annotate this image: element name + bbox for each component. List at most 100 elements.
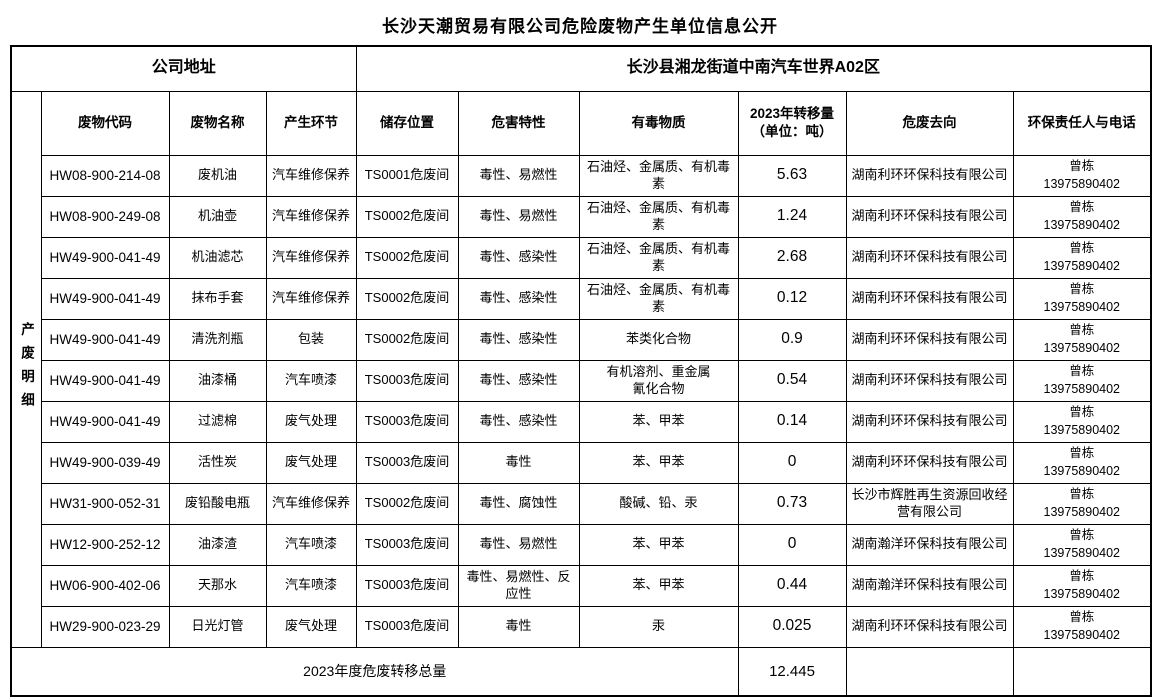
- col-header-stage: 产生环节: [265, 90, 357, 156]
- cell-destination: 湖南利环环保科技有限公司: [845, 195, 1014, 238]
- contact-phone: 13975890402: [1043, 545, 1121, 560]
- cell-waste-name: 机油滤芯: [168, 236, 267, 279]
- cell-waste-name: 过滤棉: [168, 400, 267, 443]
- cell-storage: TS0002危废间: [355, 195, 459, 238]
- cell-storage: TS0003危废间: [355, 359, 459, 402]
- cell-destination: 湖南利环环保科技有限公司: [845, 400, 1014, 443]
- cell-storage: TS0003危废间: [355, 564, 459, 607]
- cell-toxic: 苯、甲苯: [578, 564, 739, 607]
- cell-toxic: 苯、甲苯: [578, 523, 739, 566]
- cell-toxic: 汞: [578, 605, 739, 648]
- contact-name: 曾栋: [1069, 405, 1095, 419]
- cell-stage: 废气处理: [265, 441, 357, 484]
- contact-name: 曾栋: [1069, 241, 1095, 255]
- table-row: HW06-900-402-06 天那水 汽车喷漆 TS0003危废间 毒性、易燃…: [11, 564, 1152, 607]
- cell-hazard: 毒性: [457, 605, 580, 648]
- cell-toxic: 苯、甲苯: [578, 441, 739, 484]
- table-header-row: 产废明细 废物代码 废物名称 产生环节 储存位置 危害特性 有毒物质 2023年…: [10, 90, 1152, 648]
- cell-amount: 0.54: [737, 359, 847, 402]
- cell-amount: 5.63: [737, 154, 847, 197]
- contact-phone: 13975890402: [1043, 422, 1121, 437]
- cell-hazard: 毒性、易燃性: [457, 523, 580, 566]
- cell-waste-code: HW49-900-039-49: [40, 441, 170, 484]
- contact-phone: 13975890402: [1043, 299, 1121, 314]
- cell-contact: 曾栋 13975890402: [1012, 154, 1152, 197]
- cell-waste-code: HW49-900-041-49: [40, 400, 170, 443]
- cell-waste-name: 天那水: [168, 564, 267, 607]
- cell-amount: 0.9: [737, 318, 847, 361]
- cell-hazard: 毒性、感染性: [457, 359, 580, 402]
- cell-stage: 汽车喷漆: [265, 564, 357, 607]
- cell-destination: 湖南利环环保科技有限公司: [845, 605, 1014, 648]
- cell-contact: 曾栋 13975890402: [1012, 482, 1152, 525]
- cell-hazard: 毒性、感染性: [457, 318, 580, 361]
- cell-hazard: 毒性、易燃性: [457, 195, 580, 238]
- col-header-destination: 危废去向: [845, 90, 1014, 156]
- cell-amount: 0.12: [737, 277, 847, 320]
- company-address-label: 公司地址: [10, 45, 357, 92]
- cell-contact: 曾栋 13975890402: [1012, 195, 1152, 238]
- company-address-value: 长沙县湘龙街道中南汽车世界A02区: [355, 45, 1152, 92]
- cell-hazard: 毒性: [457, 441, 580, 484]
- cell-amount: 0.44: [737, 564, 847, 607]
- cell-destination: 湖南瀚洋环保科技有限公司: [845, 523, 1014, 566]
- table-row: HW08-900-249-08 机油壶 汽车维修保养 TS0002危废间 毒性、…: [11, 195, 1152, 238]
- cell-destination: 长沙市辉胜再生资源回收经营有限公司: [845, 482, 1014, 525]
- cell-contact: 曾栋 13975890402: [1012, 318, 1152, 361]
- cell-storage: TS0003危废间: [355, 605, 459, 648]
- cell-waste-code: HW49-900-041-49: [40, 359, 170, 402]
- contact-phone: 13975890402: [1043, 381, 1121, 396]
- cell-storage: TS0002危废间: [355, 277, 459, 320]
- page-title: 长沙天潮贸易有限公司危险废物产生单位信息公开: [382, 17, 778, 36]
- cell-waste-code: HW08-900-249-08: [40, 195, 170, 238]
- cell-contact: 曾栋 13975890402: [1012, 523, 1152, 566]
- table-row: HW29-900-023-29 日光灯管 废气处理 TS0003危废间 毒性 汞…: [11, 605, 1152, 648]
- col-header-contact: 环保责任人与电话: [1012, 90, 1152, 156]
- section-label-vertical: 产废明细: [10, 90, 42, 648]
- cell-contact: 曾栋 13975890402: [1012, 400, 1152, 443]
- table-row: HW49-900-041-49 抹布手套 汽车维修保养 TS0002危废间 毒性…: [11, 277, 1152, 320]
- cell-amount: 0.14: [737, 400, 847, 443]
- total-destination-empty: [845, 646, 1014, 697]
- cell-hazard: 毒性、易燃性、反应性: [457, 564, 580, 607]
- cell-storage: TS0002危废间: [355, 236, 459, 279]
- cell-amount: 1.24: [737, 195, 847, 238]
- cell-contact: 曾栋 13975890402: [1012, 605, 1152, 648]
- cell-waste-code: HW06-900-402-06: [40, 564, 170, 607]
- cell-amount: 0: [737, 441, 847, 484]
- cell-waste-name: 清洗剂瓶: [168, 318, 267, 361]
- cell-destination: 湖南利环环保科技有限公司: [845, 441, 1014, 484]
- cell-toxic: 石油烃、金属质、有机毒素: [578, 277, 739, 320]
- cell-hazard: 毒性、易燃性: [457, 154, 580, 197]
- contact-phone: 13975890402: [1043, 340, 1121, 355]
- cell-waste-name: 废铅酸电瓶: [168, 482, 267, 525]
- cell-waste-name: 日光灯管: [168, 605, 267, 648]
- contact-phone: 13975890402: [1043, 463, 1121, 478]
- cell-hazard: 毒性、感染性: [457, 400, 580, 443]
- cell-hazard: 毒性、感染性: [457, 236, 580, 279]
- contact-name: 曾栋: [1069, 159, 1095, 173]
- total-contact-empty: [1012, 646, 1152, 697]
- contact-phone: 13975890402: [1043, 627, 1121, 642]
- contact-name: 曾栋: [1069, 569, 1095, 583]
- col-header-storage: 储存位置: [355, 90, 459, 156]
- cell-stage: 汽车维修保养: [265, 236, 357, 279]
- total-amount: 12.445: [737, 646, 847, 697]
- cell-stage: 汽车维修保养: [265, 277, 357, 320]
- cell-destination: 湖南利环环保科技有限公司: [845, 236, 1014, 279]
- table-row: HW49-900-041-49 过滤棉 废气处理 TS0003危废间 毒性、感染…: [11, 400, 1152, 443]
- cell-stage: 汽车维修保养: [265, 482, 357, 525]
- cell-storage: TS0003危废间: [355, 400, 459, 443]
- cell-contact: 曾栋 13975890402: [1012, 236, 1152, 279]
- cell-amount: 0: [737, 523, 847, 566]
- cell-stage: 汽车喷漆: [265, 523, 357, 566]
- cell-toxic: 苯、甲苯: [578, 400, 739, 443]
- cell-waste-code: HW29-900-023-29: [40, 605, 170, 648]
- cell-stage: 汽车喷漆: [265, 359, 357, 402]
- contact-name: 曾栋: [1069, 323, 1095, 337]
- cell-amount: 2.68: [737, 236, 847, 279]
- contact-phone: 13975890402: [1043, 176, 1121, 191]
- cell-waste-code: HW08-900-214-08: [40, 154, 170, 197]
- col-header-amount: 2023年转移量 （单位：吨）: [737, 90, 847, 156]
- cell-stage: 汽车维修保养: [265, 154, 357, 197]
